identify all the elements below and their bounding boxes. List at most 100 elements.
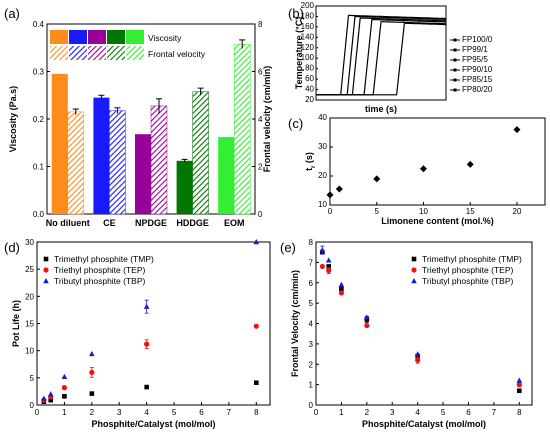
legend-label-b: FP95/5 (462, 55, 488, 64)
y-right-tick-label-a: 4 (258, 115, 263, 124)
legend-label-b: FP80/20 (462, 85, 493, 94)
data-point-d (89, 391, 95, 396)
y-tick-label-e: 4 (309, 320, 314, 329)
x-tick-label-e: 6 (466, 408, 471, 417)
legend-marker-e (411, 267, 417, 273)
legend-marker-d (43, 278, 49, 284)
y-axis-label-c: tr (s) (304, 152, 317, 171)
data-point-e (319, 263, 325, 270)
data-point-d (89, 369, 95, 375)
x-tick-label-c: 15 (466, 207, 475, 216)
legend-label-b: FP90/10 (462, 65, 493, 74)
category-label-a: NPDGE (135, 218, 167, 228)
x-axis-label-b: time (s) (365, 104, 397, 114)
legend-label-viscosity: Viscosity (148, 33, 182, 43)
x-tick-label-e: 2 (365, 408, 370, 417)
data-point-c (466, 160, 474, 168)
x-tick-label-d: 0 (35, 408, 40, 417)
legend-swatch-frontal-velocity (126, 46, 144, 60)
y-right-axis-label-a: Frontal velocity (cm/min) (262, 66, 272, 173)
bar-viscosity (93, 97, 110, 214)
temperature-curve (316, 21, 447, 96)
x-tick-label-e: 8 (517, 408, 522, 417)
y-tick-label-e: 0 (309, 401, 314, 410)
y-tick-label-b: 200 (301, 1, 315, 10)
y-tick-label-e: 6 (309, 279, 314, 288)
legend-label-d: Tributyl phosphite (TBP) (54, 276, 145, 286)
x-tick-label-c: 0 (328, 207, 333, 216)
y-tick-label-d: 15 (25, 320, 34, 329)
x-tick-label-e: 5 (441, 408, 446, 417)
x-tick-label-e: 0 (314, 408, 319, 417)
y-tick-label-c: 30 (318, 142, 327, 151)
x-axis-label-c: Limonene content (mol.%) (381, 216, 494, 226)
legend-label-e: Trimethyl phosphite (TMP) (422, 254, 522, 264)
category-label-a: HDDGE (176, 218, 209, 228)
y-axis-label-d: Pot Life (h) (11, 300, 21, 347)
y-tick-label-d: 30 (25, 238, 34, 247)
y-tick-label-b: 160 (301, 22, 315, 31)
panel-label-c: (c) (288, 116, 303, 131)
y-tick-label-d: 10 (25, 347, 34, 356)
y-tick-label-b: 180 (301, 11, 315, 20)
legend-swatch-frontal-velocity (50, 46, 68, 60)
y-tick-label-c: 10 (318, 200, 327, 209)
bar-frontal-velocity (67, 111, 85, 215)
legend-swatch-viscosity (126, 30, 144, 44)
legend-marker-d (43, 267, 49, 273)
legend-label-b: FP100/0 (462, 35, 493, 44)
y-tick-label-b: 100 (301, 53, 315, 62)
y-axis-label-c-sub: r (311, 165, 317, 168)
y-tick-label-b: 60 (305, 74, 314, 83)
y-tick-label-e: 2 (309, 360, 314, 369)
y-right-tick-label-a: 0 (258, 210, 263, 219)
y-right-tick-label-a: 8 (258, 20, 263, 29)
legend-marker-b (453, 88, 457, 92)
bar-viscosity (176, 160, 193, 214)
temperature-curve (316, 19, 447, 96)
legend-label-frontal-velocity: Frontal velocity (148, 49, 206, 59)
y-axis-label-c-unit: (s) (304, 152, 314, 166)
y-tick-label-c: 20 (318, 171, 327, 180)
legend-label-b: FP99/1 (462, 45, 488, 54)
legend-swatch-viscosity (107, 30, 125, 44)
bar-frontal-velocity (150, 105, 168, 215)
y-tick-label-a: 0.1 (33, 163, 45, 172)
legend-swatch-viscosity (50, 30, 68, 44)
data-point-e (339, 286, 344, 292)
axes-frame-b (315, 5, 447, 101)
bar-frontal-velocity (192, 91, 209, 215)
y-tick-label-b: 40 (305, 85, 314, 94)
legend-swatch-frontal-velocity (88, 46, 106, 60)
legend-marker-b (453, 48, 457, 52)
y-tick-label-e: 8 (309, 238, 314, 247)
y-axis-label-b: Temperature (°C) (294, 17, 304, 89)
y-tick-label-e: 3 (309, 340, 314, 349)
x-tick-label-e: 4 (415, 408, 420, 417)
data-point-d (48, 397, 54, 403)
y-tick-label-d: 0 (30, 401, 35, 410)
legend-swatch-frontal-velocity (107, 46, 125, 60)
y-tick-label-b: 20 (305, 95, 314, 104)
y-axis-label-c-main: t (304, 168, 314, 171)
legend-marker-b (453, 68, 457, 72)
x-tick-label-c: 10 (419, 207, 428, 216)
bar-frontal-velocity (109, 110, 126, 215)
y-tick-label-d: 5 (30, 374, 35, 383)
data-point-e (414, 351, 421, 357)
y-tick-label-a: 0.2 (33, 115, 45, 124)
y-tick-label-b: 120 (301, 43, 315, 52)
data-point-d (61, 373, 68, 379)
y-tick-label-a: 0.4 (33, 20, 45, 29)
legend-marker-b (453, 58, 457, 62)
legend-marker-b (453, 38, 457, 42)
x-tick-label-d: 3 (117, 408, 122, 417)
y-tick-label-b: 80 (305, 64, 314, 73)
data-point-d (253, 323, 259, 329)
x-tick-label-d: 5 (172, 408, 177, 417)
data-point-e (338, 281, 345, 287)
data-point-c (513, 126, 521, 134)
data-point-e (364, 314, 370, 320)
axes-frame-c (329, 117, 546, 206)
